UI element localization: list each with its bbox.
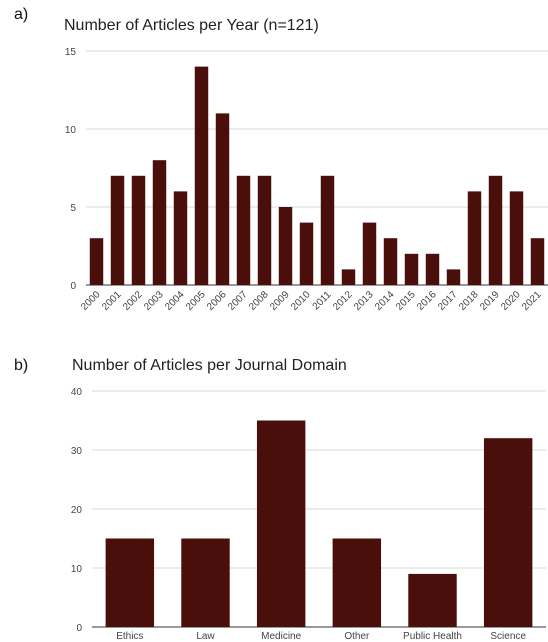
chart-title-b: Number of Articles per Journal Domain <box>72 357 347 374</box>
bar-a-2008 <box>257 175 272 285</box>
x-tick-label-a: 2021 <box>520 289 544 313</box>
x-tick-label-a: 2014 <box>373 289 397 313</box>
x-tick-label-a: 2001 <box>100 289 124 313</box>
x-tick-label-a: 2000 <box>79 289 103 313</box>
bar-a-2009 <box>278 207 293 285</box>
x-tick-label-a: 2015 <box>394 289 418 313</box>
x-tick-label-b: Medicine <box>261 631 301 642</box>
x-tick-label-a: 2011 <box>311 289 334 312</box>
x-tick-label-b: Science <box>490 631 526 642</box>
y-tick-label-a: 10 <box>65 125 77 136</box>
x-tick-label-a: 2019 <box>478 289 502 313</box>
bar-a-2017 <box>446 269 461 285</box>
bar-b-public-health <box>408 573 457 627</box>
bar-b-ethics <box>105 538 155 627</box>
x-tick-label-a: 2012 <box>331 289 355 313</box>
x-tick-label-a: 2010 <box>289 289 313 313</box>
x-tick-label-a: 2005 <box>184 289 208 313</box>
bar-a-2015 <box>404 253 419 285</box>
bar-a-2021 <box>530 238 545 285</box>
x-tick-label-a: 2016 <box>415 289 439 313</box>
bar-a-2012 <box>341 269 356 285</box>
x-tick-label-a: 2008 <box>247 289 271 313</box>
bar-b-law <box>181 538 230 627</box>
x-tick-label-a: 2017 <box>436 289 460 313</box>
y-tick-label-a: 5 <box>70 203 76 214</box>
x-tick-label-a: 2018 <box>457 289 481 313</box>
y-tick-label-b: 30 <box>71 446 83 457</box>
bar-a-2014 <box>383 238 398 285</box>
bar-a-2006 <box>215 113 230 286</box>
bar-a-2016 <box>425 253 440 285</box>
bar-a-2007 <box>236 175 251 285</box>
y-tick-label-a: 15 <box>65 47 77 58</box>
bar-a-2013 <box>362 222 377 285</box>
bar-a-2019 <box>488 175 503 285</box>
x-tick-label-a: 2003 <box>142 289 166 313</box>
bar-b-science <box>483 438 533 627</box>
x-tick-label-a: 2004 <box>163 289 187 313</box>
x-tick-label-a: 2002 <box>121 289 145 313</box>
bar-a-2001 <box>110 175 125 285</box>
bar-a-2005 <box>194 66 209 285</box>
bar-b-other <box>332 538 382 627</box>
y-tick-label-b: 0 <box>76 623 82 634</box>
bar-a-2002 <box>131 175 146 285</box>
bar-a-2004 <box>173 191 188 285</box>
x-tick-label-b: Ethics <box>116 631 143 642</box>
x-tick-label-b: Law <box>196 631 215 642</box>
bar-a-2003 <box>152 160 167 285</box>
bar-a-2020 <box>509 191 524 285</box>
panel-label-a: a) <box>14 6 29 23</box>
x-tick-label-a: 2006 <box>205 289 229 313</box>
x-tick-label-b: Public Health <box>403 631 462 642</box>
x-tick-label-a: 2009 <box>268 289 292 313</box>
chart-title-a: Number of Articles per Year (n=121) <box>64 17 319 34</box>
x-tick-label-a: 2007 <box>226 289 250 313</box>
bar-a-2018 <box>467 191 482 285</box>
bar-a-2000 <box>89 238 104 285</box>
y-tick-label-a: 0 <box>70 281 76 292</box>
bar-a-2010 <box>299 222 314 285</box>
bar-a-2011 <box>320 175 335 285</box>
panel-label-b: b) <box>14 357 29 374</box>
y-tick-label-b: 40 <box>71 387 83 398</box>
x-tick-label-a: 2013 <box>352 289 376 313</box>
y-tick-label-b: 10 <box>71 564 83 575</box>
x-tick-label-a: 2020 <box>499 289 523 313</box>
y-tick-label-b: 20 <box>71 505 83 516</box>
x-tick-label-b: Other <box>344 631 370 642</box>
bar-b-medicine <box>256 420 306 627</box>
